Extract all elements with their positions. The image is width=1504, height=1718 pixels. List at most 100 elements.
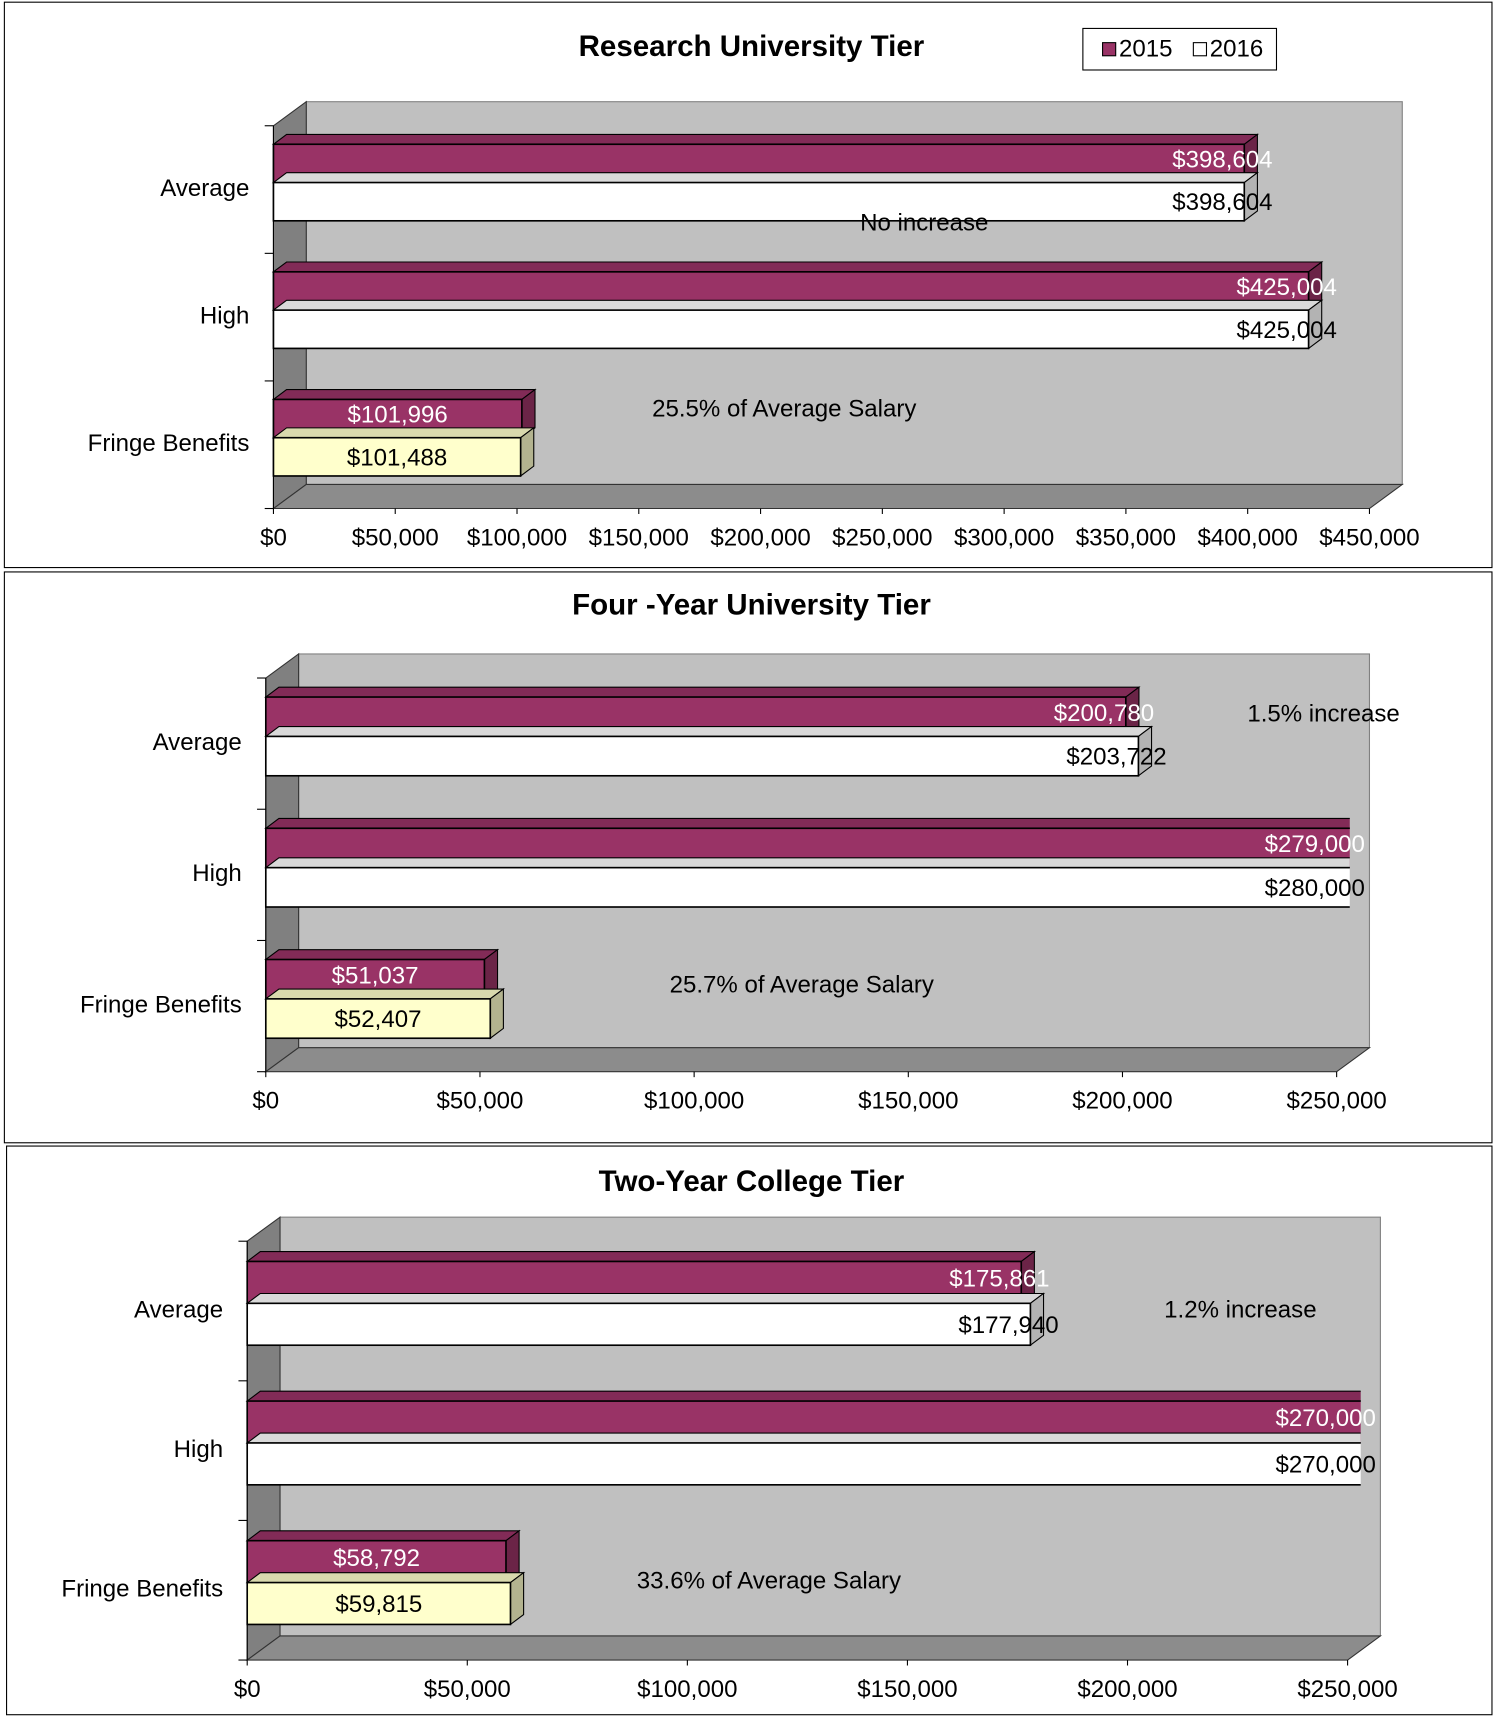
- annotation: 25.7% of Average Salary: [670, 972, 934, 999]
- chart-panel: Two-Year College Tier $0 $50,000 $100,000 $1…: [6, 1145, 1493, 1716]
- value-label: $203,722: [1066, 744, 1166, 771]
- category-label: Fringe Benefits: [80, 991, 242, 1018]
- x-tick-label: $450,000: [1319, 524, 1419, 551]
- bar-top: [264, 857, 1350, 869]
- bar: [264, 735, 1140, 777]
- annotation: 1.2% increase: [1164, 1297, 1316, 1324]
- category-label: High: [200, 302, 249, 329]
- bar-top: [264, 988, 506, 1000]
- bar-top: [271, 427, 536, 439]
- chart-panel: Four -Year University Tier $0 $50,000 $100,…: [3, 571, 1493, 1144]
- value-label: $101,488: [347, 444, 447, 471]
- annotation: 33.6% of Average Salary: [637, 1568, 901, 1595]
- x-tick-label: $150,000: [858, 1088, 958, 1115]
- x-tick-label: $400,000: [1198, 524, 1298, 551]
- bar-top: [271, 172, 1260, 184]
- category-label: Average: [153, 729, 242, 756]
- bar-side: [509, 1571, 525, 1626]
- bar: [246, 1581, 512, 1626]
- bars: [264, 686, 1350, 1040]
- bar-top: [271, 299, 1324, 311]
- x-tick-label: $200,000: [710, 524, 810, 551]
- bar-top: [264, 686, 1141, 698]
- x-tick-label: $100,000: [467, 524, 567, 551]
- bar: [246, 1302, 1032, 1347]
- x-tick-label: $250,000: [832, 524, 932, 551]
- bar-top: [245, 1390, 1361, 1402]
- x-tick-label: $250,000: [1286, 1088, 1386, 1115]
- x-tick-label: $100,000: [644, 1088, 744, 1115]
- category-label: High: [192, 860, 241, 887]
- category-label: Average: [134, 1296, 223, 1323]
- category-label: Fringe Benefits: [61, 1576, 223, 1603]
- category-label: Fringe Benefits: [88, 430, 250, 457]
- x-tick-label: $0: [252, 1088, 279, 1115]
- value-label: $270,000: [1276, 1451, 1376, 1478]
- x-tick-label: $100,000: [637, 1676, 737, 1703]
- value-label: $425,004: [1237, 317, 1337, 344]
- value-labels: $398,604 $425,004 $101,996: [348, 147, 1337, 429]
- x-tick-label: $150,000: [589, 524, 689, 551]
- bar-top: [264, 726, 1154, 737]
- bars: [245, 1250, 1361, 1626]
- x-tick-label: $150,000: [857, 1676, 957, 1703]
- x-tick-label: $300,000: [954, 524, 1054, 551]
- bar: [264, 866, 1350, 908]
- value-label: $279,000: [1265, 831, 1365, 858]
- annotation: 1.5% increase: [1247, 701, 1399, 728]
- value-label: $200,780: [1054, 700, 1154, 727]
- chart-title: Research University Tier: [579, 30, 925, 63]
- annotation: No increase: [860, 210, 988, 237]
- bar-top: [271, 261, 1324, 273]
- value-label: $177,940: [958, 1312, 1058, 1339]
- value-label: $58,792: [333, 1545, 420, 1572]
- x-tick-label: $0: [234, 1676, 261, 1703]
- category-label: High: [174, 1436, 223, 1463]
- bars: [271, 133, 1324, 478]
- x-tick-label: $50,000: [424, 1676, 511, 1703]
- value-label: $101,996: [348, 402, 448, 429]
- x-tick-label: $250,000: [1297, 1676, 1397, 1703]
- value-label: $425,004: [1237, 274, 1337, 301]
- bar-top: [245, 1251, 1037, 1262]
- bar: [272, 181, 1246, 222]
- x-tick-label: $0: [260, 524, 287, 551]
- legend-swatch: [1102, 42, 1117, 57]
- value-label: $280,000: [1265, 875, 1365, 902]
- bar-top: [245, 1572, 526, 1584]
- bar-top: [271, 133, 1260, 145]
- value-labels: $200,780 $279,000 $51,037: [332, 700, 1365, 989]
- x-tick-label: $350,000: [1076, 524, 1176, 551]
- legend-label: 2015: [1119, 36, 1173, 63]
- bar-top: [245, 1292, 1046, 1304]
- bar-top: [264, 949, 500, 961]
- value-label: $51,037: [332, 962, 419, 989]
- value-label: $270,000: [1276, 1405, 1376, 1432]
- legend-swatch: [1192, 42, 1208, 57]
- bar-top: [245, 1432, 1361, 1444]
- x-tick-label: $200,000: [1077, 1676, 1177, 1703]
- bar: [272, 309, 1310, 350]
- category-label: Average: [160, 175, 249, 202]
- value-label: $398,604: [1172, 147, 1272, 174]
- value-label: $175,861: [949, 1266, 1049, 1293]
- bar-top: [245, 1530, 521, 1542]
- annotation: 25.5% of Average Salary: [652, 395, 916, 422]
- value-label: $398,604: [1172, 189, 1272, 216]
- value-labels: $175,861 $270,000 $58,792: [333, 1266, 1376, 1572]
- x-tick-label: $50,000: [436, 1088, 523, 1115]
- legend-label: 2016: [1210, 36, 1264, 63]
- value-label: $52,407: [335, 1006, 422, 1033]
- value-label: $59,815: [335, 1591, 422, 1618]
- floor: [264, 1047, 1372, 1073]
- floor: [271, 483, 1404, 510]
- floor: [245, 1635, 1383, 1661]
- bar: [264, 998, 492, 1040]
- x-tick-label: $50,000: [352, 524, 439, 551]
- bar-top: [271, 389, 537, 400]
- bar: [272, 436, 522, 477]
- bar-top: [264, 817, 1350, 829]
- legend: 2015 2016: [1082, 27, 1278, 71]
- bar: [246, 1442, 1361, 1486]
